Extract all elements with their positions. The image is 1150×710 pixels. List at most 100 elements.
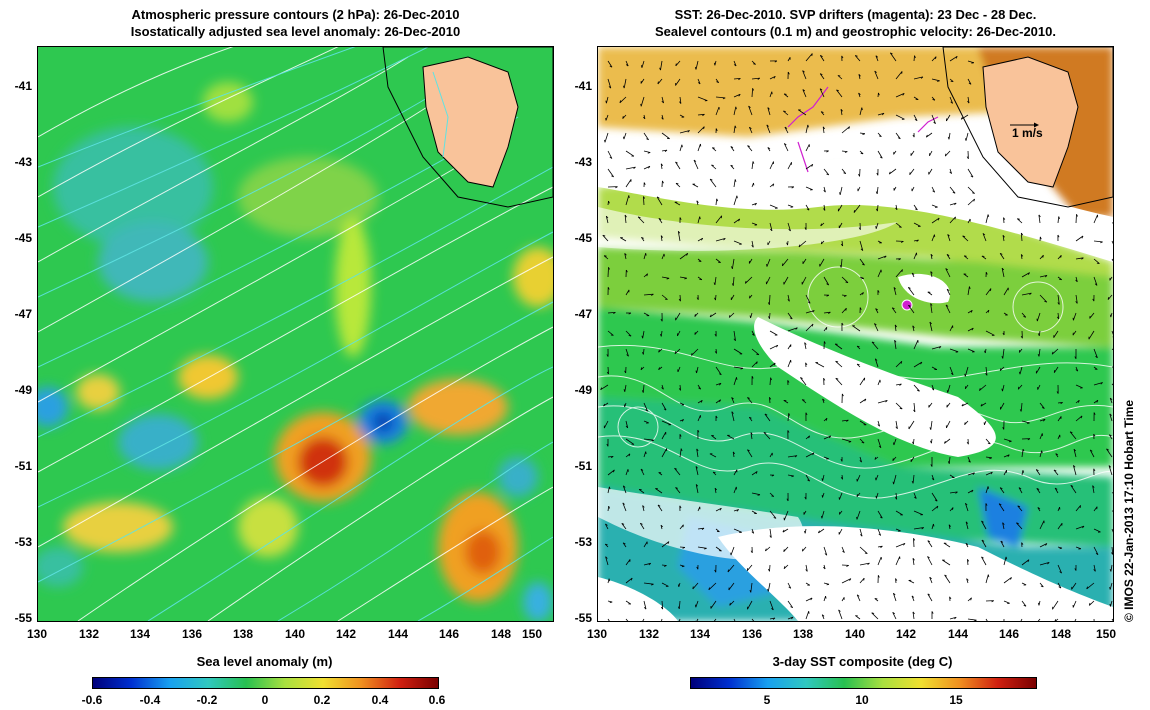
velocity-arrow-icon [946,289,951,296]
velocity-arrowhead-icon [945,268,949,271]
velocity-arrowhead-icon [820,241,823,245]
velocity-arrow-icon [715,258,721,263]
velocity-arrowhead-icon [608,505,610,509]
velocity-arrowhead-icon [1002,235,1005,238]
velocity-arrowhead-icon [699,216,701,220]
velocity-arrowhead-icon [1111,552,1113,555]
velocity-arrowhead-icon [747,449,750,452]
velocity-arrowhead-icon [954,617,957,620]
velocity-arrow-icon [643,451,647,458]
velocity-arrowhead-icon [651,583,654,586]
velocity-arrow-icon [967,472,975,476]
velocity-arrow-icon [715,507,722,512]
velocity-arrow-icon [693,159,699,170]
velocity-arrow-icon [841,546,845,553]
right-colorbar-tick: 10 [855,693,869,707]
velocity-arrow-icon [926,132,933,138]
velocity-arrow-icon [805,163,814,170]
velocity-arrowhead-icon [952,191,956,194]
velocity-arrowhead-icon [1109,587,1111,590]
velocity-arrow-icon [625,166,636,170]
velocity-arrow-icon [877,556,882,566]
velocity-arrow-icon [874,70,879,80]
velocity-arrow-icon [715,399,721,404]
velocity-arrowhead-icon [664,149,668,153]
velocity-arrow-icon [642,618,645,621]
velocity-arrowhead-icon [661,100,664,104]
velocity-arrowhead-icon [826,283,829,286]
velocity-arrow-icon [945,150,951,157]
velocity-arrow-icon [747,600,753,610]
velocity-arrow-icon [1108,434,1113,440]
velocity-arrow-icon [679,448,682,458]
velocity-arrow-icon [1111,258,1113,262]
velocity-arrowhead-icon [875,495,877,499]
velocity-arrowhead-icon [1036,488,1040,490]
velocity-arrowhead-icon [999,487,1003,490]
velocity-arrowhead-icon [682,547,686,549]
velocity-arrowhead-icon [998,503,1002,506]
velocity-arrowhead-icon [1044,275,1048,278]
velocity-arrow-icon [1111,240,1113,245]
velocity-arrowhead-icon [1023,316,1026,318]
velocity-arrowhead-icon [663,408,667,411]
velocity-arrow-icon [679,96,682,104]
velocity-arrowhead-icon [1100,241,1103,244]
velocity-arrow-icon [733,78,741,80]
velocity-arrowhead-icon [645,253,647,256]
velocity-arrow-icon [674,467,681,476]
velocity-arrowhead-icon [1086,586,1088,590]
velocity-arrowhead-icon [678,298,681,302]
velocity-arrowhead-icon [681,565,685,568]
velocity-arrow-icon [643,293,654,296]
velocity-arrow-icon [854,55,861,62]
velocity-arrow-icon [877,269,882,278]
velocity-arrowhead-icon [626,354,629,357]
velocity-arrow-icon [769,91,773,98]
velocity-arrowhead-icon [748,105,751,108]
velocity-arrowhead-icon [677,584,680,587]
velocity-arrow-icon [747,397,753,404]
velocity-arrowhead-icon [624,370,627,374]
velocity-arrow-icon [692,582,699,590]
velocity-arrow-icon [625,195,630,206]
velocity-arrowhead-icon [974,619,977,621]
velocity-arrow-icon [948,132,951,140]
velocity-arrow-icon [823,186,826,193]
velocity-arrow-icon [838,528,843,535]
velocity-arrow-icon [859,398,867,404]
left-xtick: 140 [284,627,306,641]
velocity-arrowhead-icon [722,97,726,100]
velocity-arrowhead-icon [804,227,807,230]
velocity-arrow-icon [949,616,957,620]
velocity-arrow-icon [746,564,753,571]
velocity-arrowhead-icon [973,198,975,202]
velocity-arrowhead-icon [804,496,807,500]
velocity-arrow-icon [787,327,798,332]
velocity-arrow-icon [679,252,688,260]
velocity-arrowhead-icon [788,413,791,416]
velocity-arrow-icon [837,204,843,212]
velocity-arrowhead-icon [914,496,917,499]
velocity-arrowhead-icon [660,235,664,238]
velocity-arrowhead-icon [1017,218,1020,220]
velocity-arrow-icon [1075,415,1083,422]
velocity-arrowhead-icon [694,332,696,335]
velocity-arrowhead-icon [893,287,896,290]
velocity-arrowhead-icon [623,85,625,89]
velocity-arrow-icon [837,75,843,80]
velocity-arrow-icon [733,528,742,533]
velocity-arrowhead-icon [784,126,788,129]
velocity-arrowhead-icon [893,592,896,596]
velocity-arrowhead-icon [714,297,716,301]
velocity-arrow-icon [1017,218,1023,224]
velocity-arrow-icon [751,77,760,80]
velocity-arrowhead-icon [810,597,813,601]
velocity-arrowhead-icon [718,373,722,376]
velocity-arrowhead-icon [1038,333,1040,336]
velocity-arrowhead-icon [1042,255,1044,258]
sla-map-svg [38,47,553,621]
velocity-arrowhead-icon [911,480,914,484]
velocity-arrow-icon [674,201,681,206]
velocity-arrow-icon [769,75,776,80]
